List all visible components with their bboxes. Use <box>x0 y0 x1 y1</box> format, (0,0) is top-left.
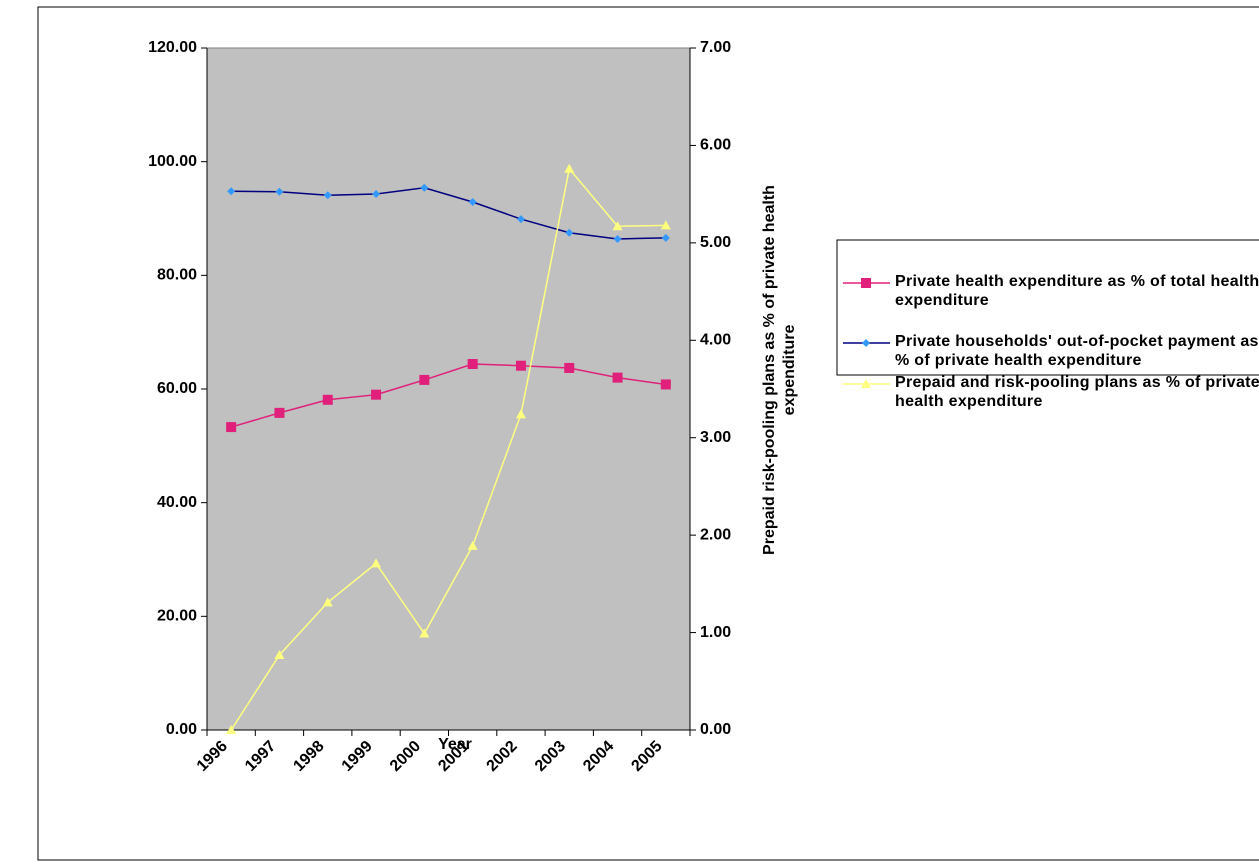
marker <box>322 597 333 607</box>
marker <box>660 220 671 230</box>
plot-area <box>206 47 691 731</box>
x-tick-label: 2004 <box>580 738 617 775</box>
marker <box>419 628 430 638</box>
marker <box>613 234 622 243</box>
marker <box>612 372 623 383</box>
marker <box>861 379 871 388</box>
marker <box>862 339 870 347</box>
marker <box>323 191 332 200</box>
y-tick-label: 120.00 <box>148 39 197 56</box>
marker <box>275 187 284 196</box>
marker <box>371 558 382 568</box>
marker <box>564 362 575 373</box>
series-line <box>231 187 666 240</box>
legend-label: Private households' out-of-pocket paymen… <box>895 333 1259 369</box>
marker <box>467 540 478 550</box>
legend-label: Prepaid and risk-pooling plans as % of p… <box>895 374 1259 410</box>
y2-tick-label: 6.00 <box>700 137 731 154</box>
y-tick-label: 60.00 <box>157 380 197 397</box>
series-line <box>230 167 666 731</box>
y-tick-label: 100.00 <box>148 153 197 170</box>
x-tick-label: 1997 <box>242 738 279 775</box>
marker <box>612 221 623 231</box>
marker <box>372 190 381 199</box>
x-tick-label: 2003 <box>532 738 569 775</box>
marker <box>227 187 236 196</box>
marker <box>565 228 574 237</box>
marker <box>226 422 237 433</box>
x-tick-label: 1996 <box>194 738 231 775</box>
marker <box>516 215 525 224</box>
y2-tick-label: 2.00 <box>700 526 731 543</box>
marker <box>467 358 478 369</box>
legend-box <box>836 239 1259 376</box>
marker <box>660 379 671 390</box>
y-tick-label: 20.00 <box>157 608 197 625</box>
x-tick-label: 2005 <box>628 738 665 775</box>
marker <box>515 360 526 371</box>
marker <box>274 649 285 659</box>
marker <box>661 233 670 242</box>
x-tick-label: 1999 <box>339 738 376 775</box>
marker <box>419 374 430 385</box>
y2-axis-title: Prepaid risk-pooling plans as % of priva… <box>761 185 798 555</box>
legend-entry: Private health expenditure as % of total… <box>895 273 1259 309</box>
y-tick-label: 80.00 <box>157 267 197 284</box>
marker <box>468 198 477 207</box>
x-tick-label: 2000 <box>387 738 424 775</box>
marker <box>322 394 333 405</box>
y-tick-label: 0.00 <box>166 721 197 738</box>
marker <box>274 407 285 418</box>
x-tick-label: 1998 <box>290 738 327 775</box>
legend-label: Private health expenditure as % of total… <box>895 273 1259 309</box>
marker <box>420 183 429 192</box>
marker <box>226 725 237 734</box>
y2-tick-label: 1.00 <box>700 624 731 641</box>
y2-tick-label: 0.00 <box>700 721 731 738</box>
marker <box>564 163 575 173</box>
x-axis-title: Year <box>438 736 472 753</box>
y-tick-label: 40.00 <box>157 494 197 511</box>
y2-tick-label: 3.00 <box>700 429 731 446</box>
marker <box>371 389 382 400</box>
x-tick-label: 2002 <box>484 738 521 775</box>
chart-border <box>37 6 1259 861</box>
legend-entry: Private households' out-of-pocket paymen… <box>895 333 1259 369</box>
series-line <box>230 363 666 428</box>
y2-tick-label: 7.00 <box>700 39 731 56</box>
y2-tick-label: 5.00 <box>700 234 731 251</box>
marker <box>515 409 526 419</box>
y2-tick-label: 4.00 <box>700 332 731 349</box>
marker <box>861 278 871 288</box>
legend-entry: Prepaid and risk-pooling plans as % of p… <box>895 374 1259 410</box>
